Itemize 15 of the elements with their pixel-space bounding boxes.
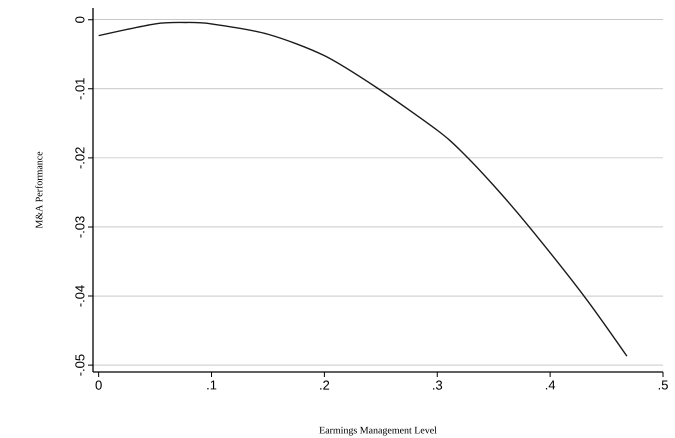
x-tick-label: .3	[433, 380, 442, 390]
line-series	[98, 22, 628, 357]
y-tick-label: -.03	[75, 216, 84, 238]
y-axis-title: M&A Performance	[35, 152, 42, 228]
x-tick-label: 0	[96, 380, 102, 390]
y-tick-label: -.01	[75, 78, 84, 100]
y-tick-label: -.05	[75, 354, 84, 376]
x-tick-label: .5	[658, 380, 668, 390]
x-tick-label: .4	[546, 380, 556, 390]
y-tick-label: -.04	[75, 285, 84, 307]
x-tick-label: .2	[320, 380, 330, 390]
x-axis-title: Earmings Management Level	[319, 426, 437, 436]
x-tick-label: .1	[207, 380, 216, 390]
y-tick-label: 0	[75, 16, 84, 23]
y-tick-label: -.02	[75, 147, 84, 168]
